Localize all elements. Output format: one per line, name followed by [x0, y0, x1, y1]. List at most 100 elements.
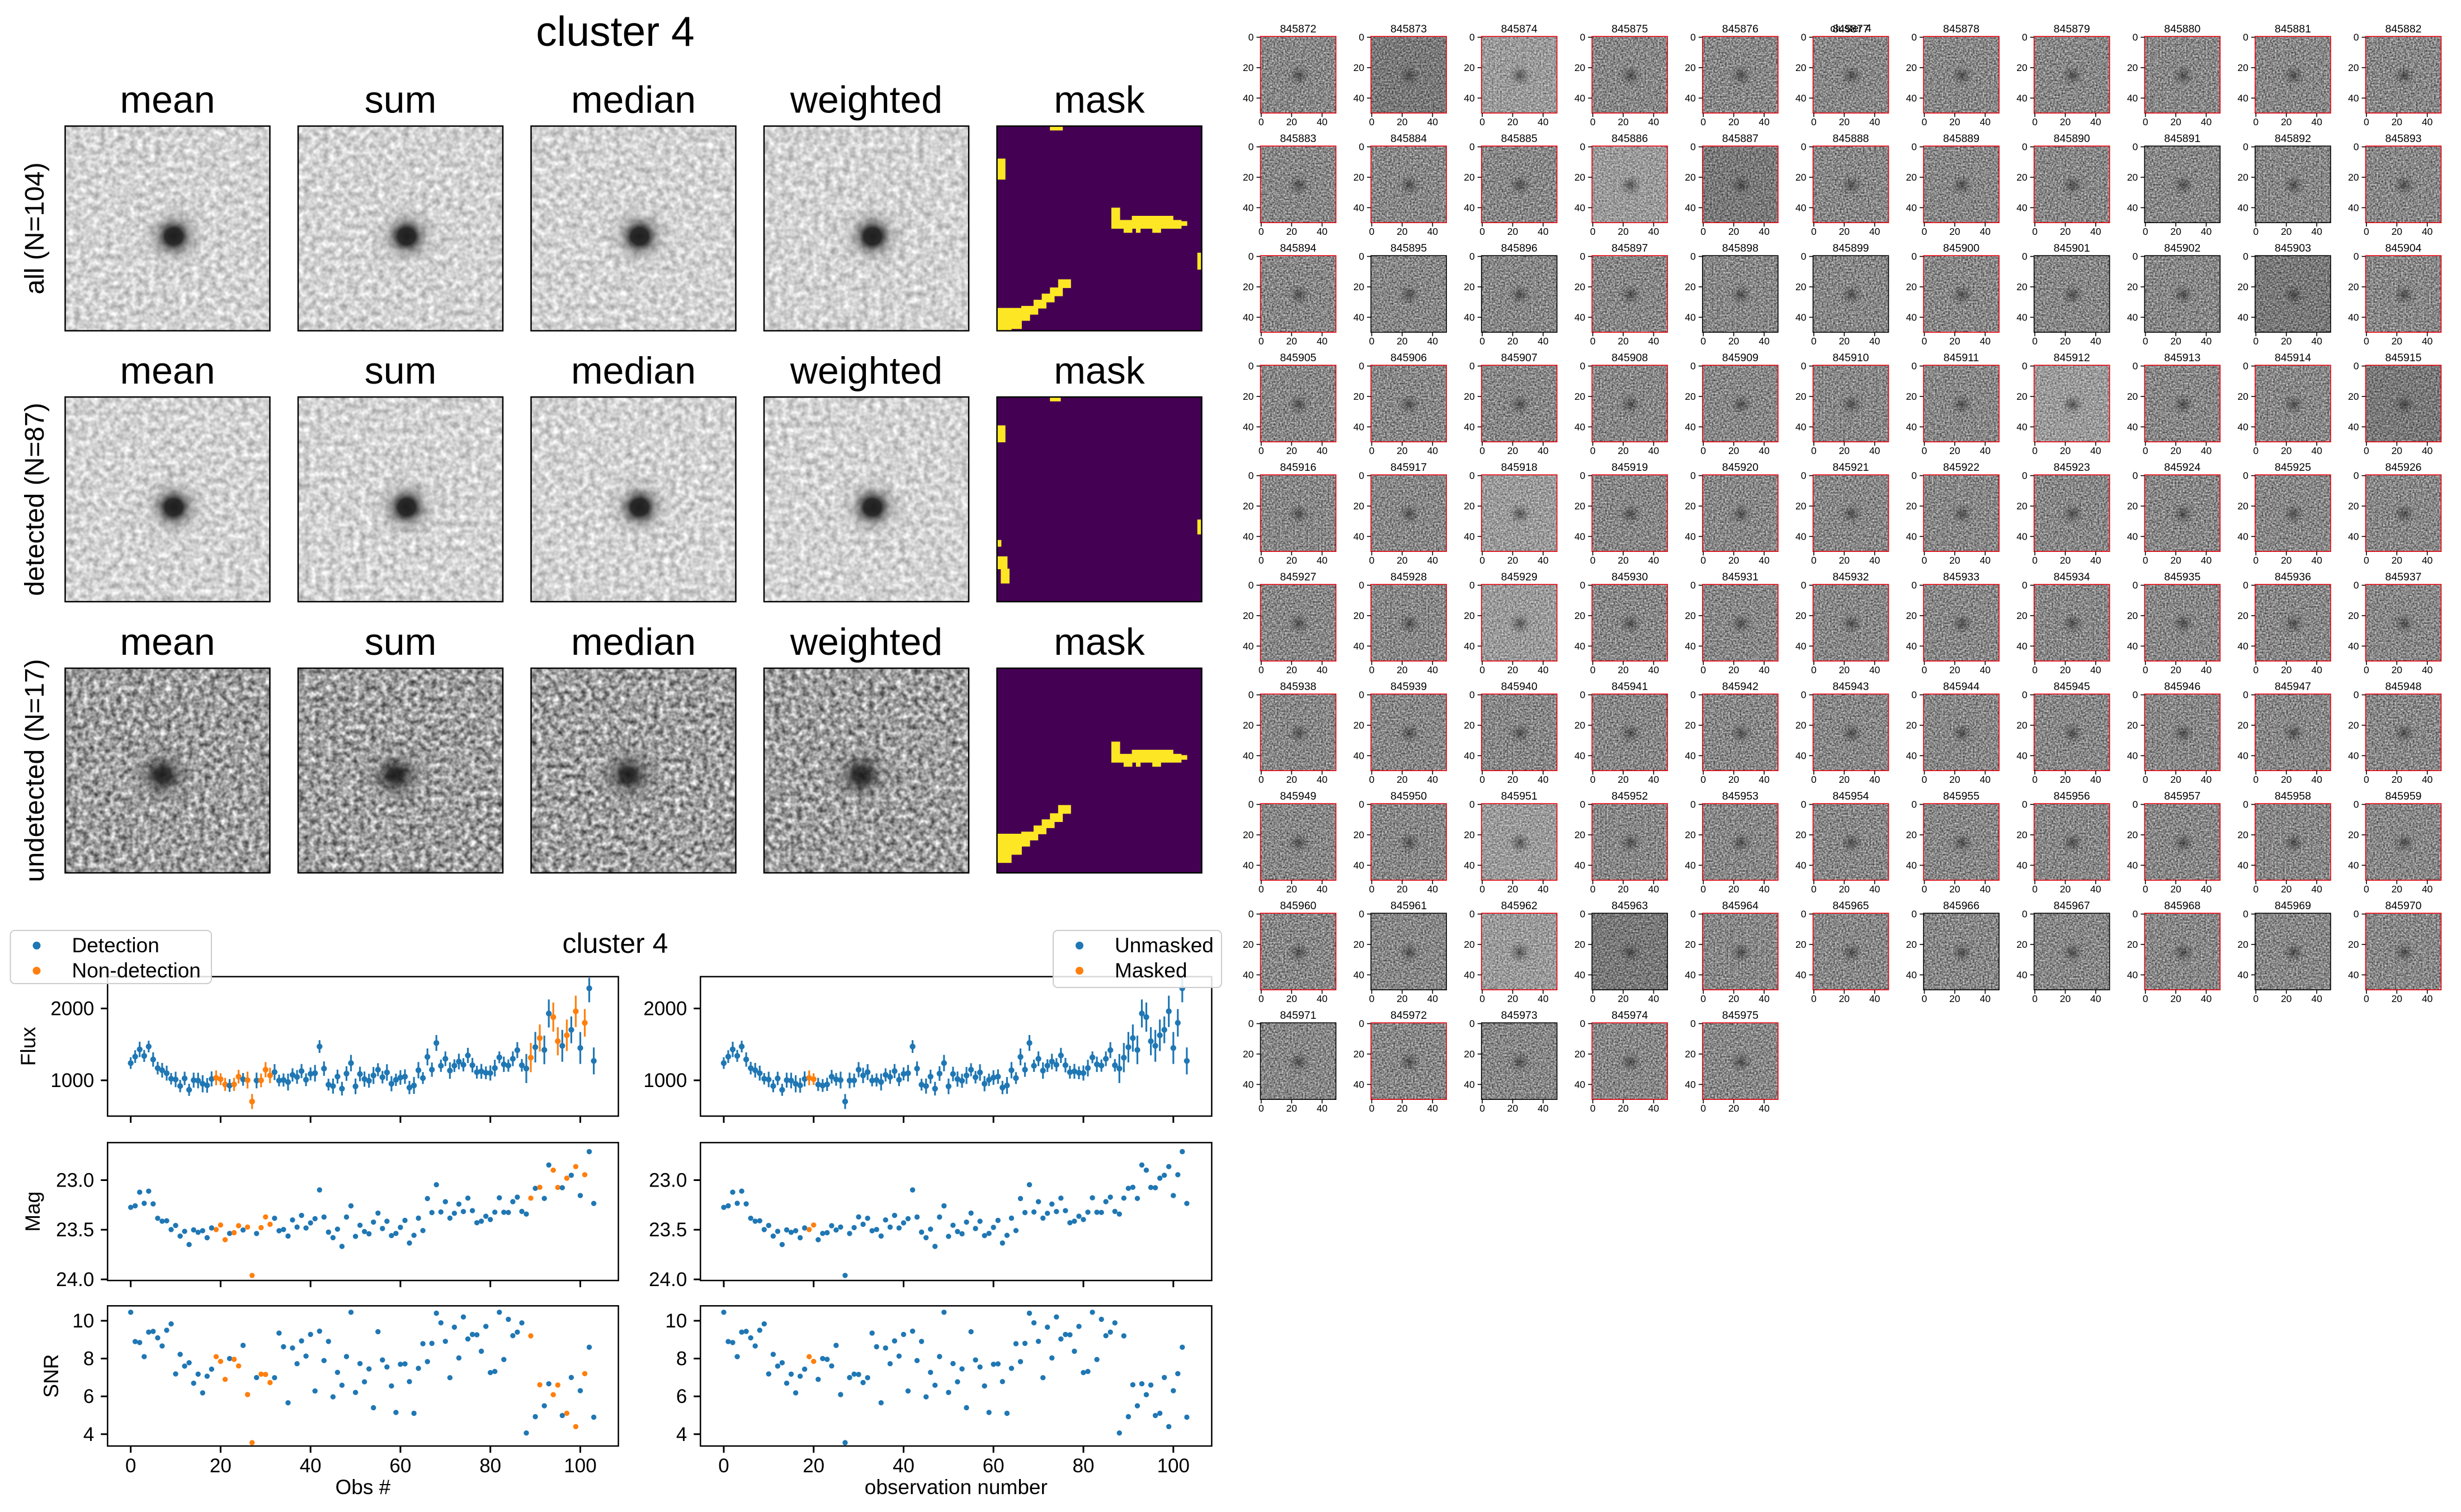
- svg-text:40: 40: [1574, 202, 1586, 213]
- svg-text:cluster 4: cluster 4: [563, 928, 668, 959]
- svg-text:40: 40: [1243, 969, 1254, 980]
- svg-text:40: 40: [2090, 445, 2101, 456]
- svg-text:0: 0: [1248, 470, 1254, 481]
- svg-text:20: 20: [2348, 172, 2359, 183]
- svg-text:845886: 845886: [1611, 133, 1648, 145]
- svg-text:20: 20: [2170, 336, 2181, 347]
- svg-text:20: 20: [2392, 555, 2403, 566]
- svg-text:20: 20: [2060, 336, 2071, 347]
- svg-text:20: 20: [1464, 939, 1475, 950]
- svg-text:20: 20: [2127, 829, 2138, 840]
- svg-text:20: 20: [1728, 883, 1739, 895]
- svg-text:0: 0: [1359, 909, 1364, 920]
- svg-text:20: 20: [1507, 774, 1519, 785]
- svg-text:0: 0: [1580, 580, 1586, 591]
- svg-text:80: 80: [479, 1455, 501, 1477]
- svg-text:40: 40: [1648, 445, 1659, 456]
- svg-text:0: 0: [1359, 1018, 1364, 1029]
- svg-text:0: 0: [2354, 361, 2359, 372]
- svg-text:20: 20: [1286, 993, 1298, 1004]
- svg-text:40: 40: [893, 1455, 914, 1477]
- svg-text:845912: 845912: [2054, 352, 2090, 364]
- svg-text:20: 20: [1949, 883, 1960, 895]
- svg-text:40: 40: [2311, 116, 2322, 127]
- svg-text:845970: 845970: [2385, 900, 2421, 912]
- svg-text:845975: 845975: [1722, 1009, 1758, 1022]
- svg-text:845944: 845944: [1943, 681, 1979, 693]
- svg-text:0: 0: [1580, 470, 1586, 481]
- svg-text:0: 0: [1359, 799, 1364, 810]
- svg-text:40: 40: [1354, 750, 1365, 761]
- svg-text:845934: 845934: [2054, 571, 2090, 583]
- svg-text:0: 0: [1811, 555, 1817, 566]
- svg-text:20: 20: [1906, 610, 1917, 621]
- svg-text:0: 0: [1922, 555, 1927, 566]
- svg-text:0: 0: [1580, 361, 1586, 372]
- svg-text:20: 20: [2281, 993, 2292, 1004]
- svg-text:0: 0: [1690, 909, 1696, 920]
- svg-text:0: 0: [2032, 555, 2038, 566]
- svg-text:0: 0: [1590, 774, 1596, 785]
- svg-text:20: 20: [2016, 720, 2028, 731]
- svg-text:0: 0: [1911, 361, 1917, 372]
- svg-text:40: 40: [1906, 421, 1917, 432]
- svg-text:0: 0: [2133, 470, 2138, 481]
- svg-text:20: 20: [1839, 116, 1850, 127]
- svg-text:20: 20: [1354, 500, 1365, 512]
- svg-text:40: 40: [2422, 226, 2433, 237]
- svg-text:40: 40: [1869, 993, 1880, 1004]
- svg-text:20: 20: [1685, 1048, 1696, 1060]
- svg-text:40: 40: [1869, 883, 1880, 895]
- svg-text:20: 20: [1507, 116, 1519, 127]
- svg-text:40: 40: [2090, 993, 2101, 1004]
- svg-text:40: 40: [1648, 883, 1659, 895]
- svg-text:20: 20: [1574, 939, 1586, 950]
- svg-text:845899: 845899: [1832, 242, 1869, 254]
- svg-text:20: 20: [1949, 226, 1960, 237]
- svg-text:845919: 845919: [1611, 461, 1648, 474]
- svg-text:40: 40: [1464, 1079, 1475, 1090]
- svg-text:20: 20: [1949, 664, 1960, 675]
- svg-text:20: 20: [1397, 116, 1408, 127]
- svg-text:0: 0: [1479, 774, 1485, 785]
- svg-text:0: 0: [1258, 1103, 1264, 1114]
- svg-text:0: 0: [1580, 689, 1586, 701]
- svg-text:40: 40: [1354, 969, 1365, 980]
- svg-text:40: 40: [1243, 859, 1254, 871]
- svg-text:0: 0: [1811, 445, 1817, 456]
- svg-text:0: 0: [2354, 141, 2359, 153]
- svg-text:0: 0: [2022, 909, 2028, 920]
- svg-text:20: 20: [2060, 774, 2071, 785]
- svg-text:40: 40: [2127, 859, 2138, 871]
- svg-text:0: 0: [1479, 664, 1485, 675]
- svg-text:40: 40: [1427, 336, 1439, 347]
- svg-text:20: 20: [1728, 993, 1739, 1004]
- svg-text:0: 0: [2032, 993, 2038, 1004]
- svg-text:median: median: [571, 349, 696, 392]
- svg-text:40: 40: [1243, 202, 1254, 213]
- svg-text:20: 20: [2127, 500, 2138, 512]
- svg-text:0: 0: [1248, 361, 1254, 372]
- svg-text:40: 40: [1354, 92, 1365, 103]
- svg-text:40: 40: [1427, 445, 1439, 456]
- svg-text:40: 40: [1795, 92, 1807, 103]
- svg-text:20: 20: [1574, 829, 1586, 840]
- svg-text:20: 20: [1507, 883, 1519, 895]
- svg-text:845924: 845924: [2164, 461, 2200, 474]
- svg-text:20: 20: [2348, 62, 2359, 73]
- svg-text:40: 40: [1574, 640, 1586, 651]
- svg-text:20: 20: [2281, 116, 2292, 127]
- svg-text:40: 40: [1648, 664, 1659, 675]
- svg-text:20: 20: [1243, 939, 1254, 950]
- svg-text:40: 40: [2090, 336, 2101, 347]
- svg-text:40: 40: [2201, 993, 2212, 1004]
- svg-text:40: 40: [2016, 311, 2028, 323]
- svg-text:20: 20: [2237, 172, 2248, 183]
- svg-text:0: 0: [1369, 1103, 1375, 1114]
- svg-text:0: 0: [2133, 799, 2138, 810]
- svg-text:0: 0: [2143, 226, 2148, 237]
- svg-text:40: 40: [2422, 993, 2433, 1004]
- svg-text:40: 40: [1906, 640, 1917, 651]
- svg-text:40: 40: [2016, 969, 2028, 980]
- svg-text:40: 40: [1354, 640, 1365, 651]
